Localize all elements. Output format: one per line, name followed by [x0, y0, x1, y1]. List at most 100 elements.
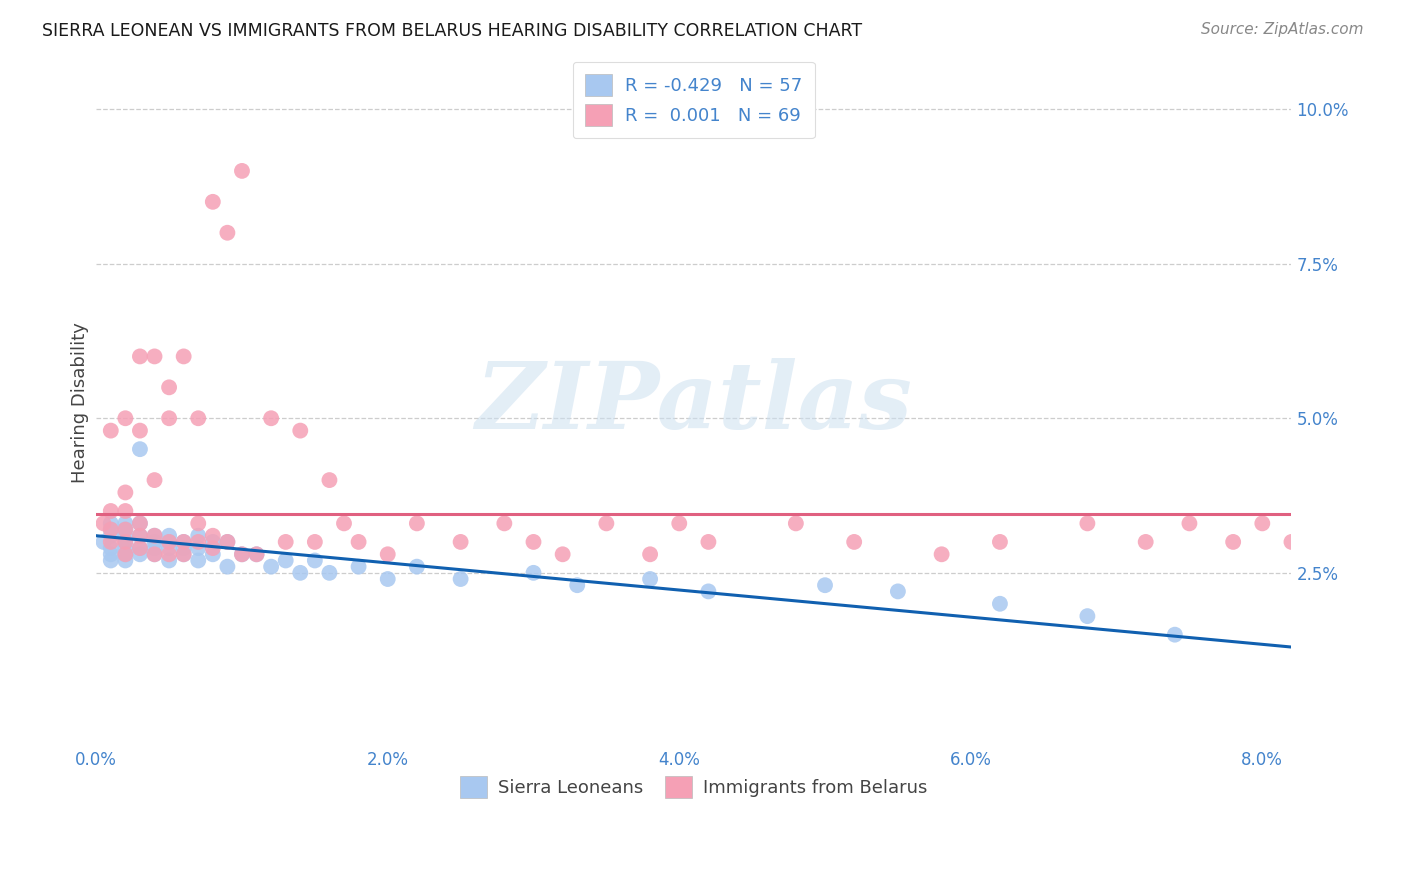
Point — [1281, 535, 1303, 549]
Point — [157, 380, 180, 394]
Point — [187, 553, 209, 567]
Point — [274, 553, 297, 567]
Point — [143, 529, 166, 543]
Point — [157, 553, 180, 567]
Point — [522, 535, 544, 549]
Point — [406, 516, 429, 531]
Point — [260, 559, 283, 574]
Point — [377, 572, 399, 586]
Point — [114, 504, 136, 518]
Point — [595, 516, 617, 531]
Point — [100, 541, 122, 555]
Point — [157, 541, 180, 555]
Point — [129, 541, 152, 555]
Point — [143, 350, 166, 364]
Point — [173, 350, 195, 364]
Point — [114, 541, 136, 555]
Point — [129, 516, 152, 531]
Point — [231, 547, 253, 561]
Point — [129, 547, 152, 561]
Point — [129, 424, 152, 438]
Point — [93, 535, 115, 549]
Point — [274, 535, 297, 549]
Point — [129, 516, 152, 531]
Point — [304, 553, 326, 567]
Point — [931, 547, 953, 561]
Point — [290, 424, 312, 438]
Point — [201, 529, 224, 543]
Point — [217, 535, 239, 549]
Point — [114, 529, 136, 543]
Point — [551, 547, 574, 561]
Point — [173, 547, 195, 561]
Point — [114, 411, 136, 425]
Point — [143, 547, 166, 561]
Point — [333, 516, 356, 531]
Point — [567, 578, 589, 592]
Point — [450, 535, 472, 549]
Point — [1324, 535, 1347, 549]
Point — [187, 541, 209, 555]
Point — [668, 516, 690, 531]
Point — [114, 547, 136, 561]
Point — [1164, 628, 1187, 642]
Point — [1368, 584, 1391, 599]
Point — [187, 529, 209, 543]
Point — [844, 535, 866, 549]
Point — [157, 411, 180, 425]
Point — [406, 559, 429, 574]
Point — [143, 547, 166, 561]
Point — [814, 578, 837, 592]
Point — [173, 535, 195, 549]
Point — [347, 535, 370, 549]
Point — [114, 535, 136, 549]
Point — [1076, 516, 1098, 531]
Point — [377, 547, 399, 561]
Point — [100, 523, 122, 537]
Point — [173, 541, 195, 555]
Point — [1076, 609, 1098, 624]
Point — [114, 553, 136, 567]
Point — [100, 504, 122, 518]
Point — [260, 411, 283, 425]
Point — [114, 523, 136, 537]
Point — [785, 516, 807, 531]
Point — [697, 535, 720, 549]
Point — [217, 535, 239, 549]
Point — [100, 553, 122, 567]
Point — [157, 529, 180, 543]
Point — [187, 411, 209, 425]
Point — [143, 541, 166, 555]
Point — [114, 535, 136, 549]
Point — [290, 566, 312, 580]
Point — [1339, 516, 1361, 531]
Point — [1178, 516, 1201, 531]
Point — [318, 473, 340, 487]
Point — [304, 535, 326, 549]
Point — [100, 535, 122, 549]
Point — [173, 535, 195, 549]
Point — [157, 547, 180, 561]
Point — [522, 566, 544, 580]
Point — [157, 535, 180, 549]
Point — [100, 516, 122, 531]
Point — [1135, 535, 1157, 549]
Point — [638, 572, 661, 586]
Point — [201, 194, 224, 209]
Point — [347, 559, 370, 574]
Point — [318, 566, 340, 580]
Point — [93, 516, 115, 531]
Point — [201, 541, 224, 555]
Point — [157, 535, 180, 549]
Point — [143, 535, 166, 549]
Point — [114, 516, 136, 531]
Y-axis label: Hearing Disability: Hearing Disability — [72, 322, 89, 483]
Point — [129, 541, 152, 555]
Text: SIERRA LEONEAN VS IMMIGRANTS FROM BELARUS HEARING DISABILITY CORRELATION CHART: SIERRA LEONEAN VS IMMIGRANTS FROM BELARU… — [42, 22, 862, 40]
Point — [100, 424, 122, 438]
Point — [129, 529, 152, 543]
Point — [201, 547, 224, 561]
Point — [129, 350, 152, 364]
Point — [231, 164, 253, 178]
Point — [988, 597, 1011, 611]
